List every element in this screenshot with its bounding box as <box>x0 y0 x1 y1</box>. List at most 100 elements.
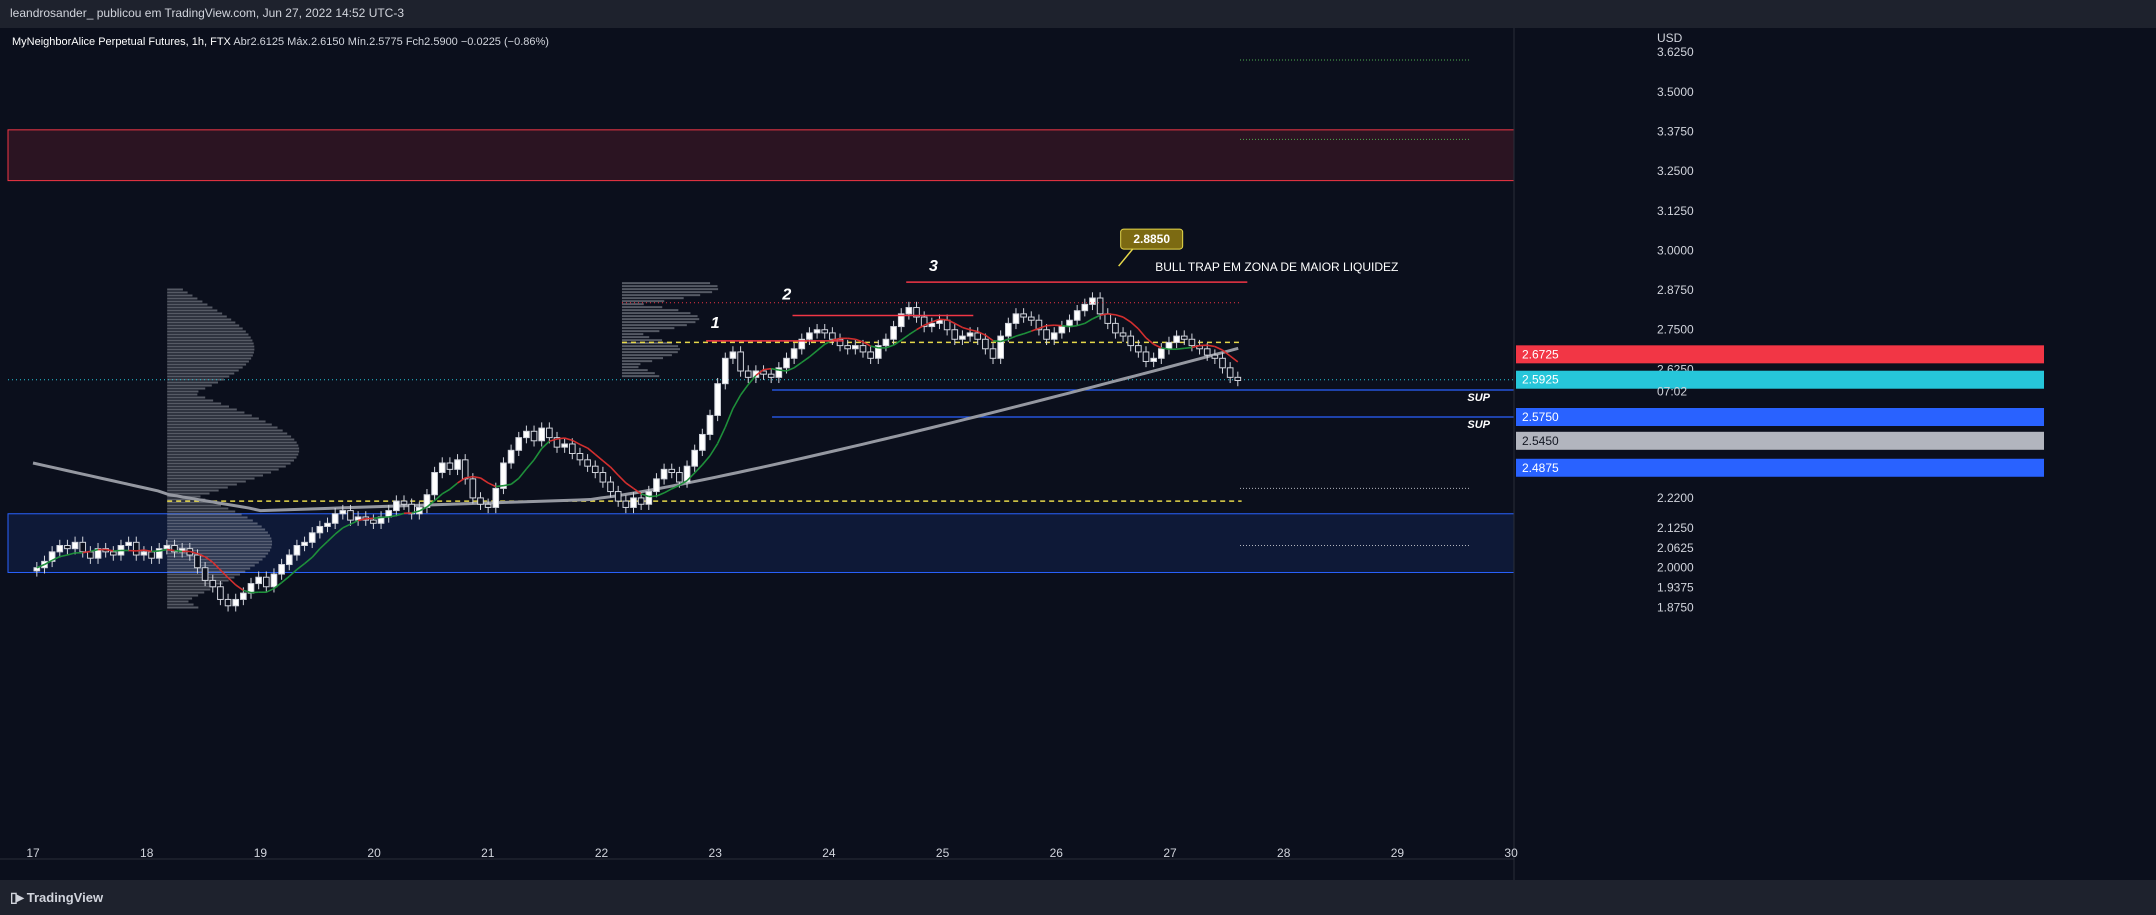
candle[interactable] <box>882 338 890 347</box>
candle[interactable] <box>546 427 553 439</box>
candle[interactable] <box>936 319 943 324</box>
candle[interactable] <box>64 545 71 550</box>
price-tag[interactable] <box>1516 345 2044 364</box>
candle[interactable] <box>706 414 714 435</box>
tradingview-logo[interactable]: ▯▸ TradingView <box>10 889 103 906</box>
candle[interactable] <box>829 332 836 340</box>
candle[interactable] <box>1043 329 1050 340</box>
candle[interactable] <box>775 367 783 378</box>
candle[interactable] <box>607 481 614 493</box>
candle[interactable] <box>194 554 201 569</box>
candle[interactable] <box>94 548 102 559</box>
candle[interactable] <box>1180 335 1188 340</box>
price-axis[interactable] <box>1514 28 2156 880</box>
candle[interactable] <box>1020 313 1027 318</box>
candle[interactable] <box>370 519 377 524</box>
candle[interactable] <box>438 462 446 474</box>
candle[interactable] <box>951 329 959 340</box>
candle[interactable] <box>943 319 951 331</box>
candle[interactable] <box>568 443 576 454</box>
candle[interactable] <box>966 332 974 337</box>
candle[interactable] <box>1081 303 1089 312</box>
candle[interactable] <box>270 573 278 588</box>
candle[interactable] <box>308 532 316 543</box>
candle[interactable] <box>1203 348 1211 356</box>
candle[interactable] <box>905 307 913 315</box>
candle[interactable] <box>982 338 989 350</box>
candle[interactable] <box>1219 357 1226 369</box>
candle[interactable] <box>836 338 844 347</box>
candle[interactable] <box>255 576 262 585</box>
candle[interactable] <box>767 373 775 378</box>
candle[interactable] <box>813 329 821 334</box>
candle[interactable] <box>247 583 255 594</box>
candle[interactable] <box>33 567 41 572</box>
candle[interactable] <box>974 332 982 340</box>
symbol-legend[interactable]: MyNeighborAlice Perpetual Futures, 1h, F… <box>12 36 549 48</box>
candle[interactable] <box>240 592 247 600</box>
candle[interactable] <box>446 462 454 470</box>
candle[interactable] <box>790 348 798 359</box>
candle[interactable] <box>293 545 301 556</box>
candle[interactable] <box>201 567 209 581</box>
candle[interactable] <box>56 545 64 553</box>
candle[interactable] <box>783 357 790 369</box>
candle[interactable] <box>599 472 607 483</box>
candle[interactable] <box>867 351 874 359</box>
candle[interactable] <box>584 459 591 467</box>
candle[interactable] <box>1226 367 1234 378</box>
candle[interactable] <box>477 497 484 505</box>
candle[interactable] <box>1112 322 1119 334</box>
price-tag[interactable] <box>1516 370 2044 389</box>
candle[interactable] <box>859 345 867 353</box>
candle[interactable] <box>339 510 347 515</box>
candle[interactable] <box>1211 354 1219 359</box>
candle[interactable] <box>469 478 477 499</box>
candle[interactable] <box>347 510 354 521</box>
candle[interactable] <box>683 465 691 483</box>
candle[interactable] <box>645 491 653 505</box>
candle[interactable] <box>224 598 232 607</box>
candle[interactable] <box>1142 351 1150 362</box>
candle[interactable] <box>523 430 530 439</box>
candle[interactable] <box>492 487 500 508</box>
candle[interactable] <box>614 491 622 502</box>
candle[interactable] <box>515 437 523 451</box>
candle[interactable] <box>668 468 676 474</box>
candle[interactable] <box>561 443 568 448</box>
candle[interactable] <box>1073 310 1081 321</box>
candle[interactable] <box>316 525 324 534</box>
candle[interactable] <box>553 437 561 448</box>
candle[interactable] <box>393 500 400 512</box>
candle[interactable] <box>209 579 217 588</box>
candle[interactable] <box>989 348 997 359</box>
candle[interactable] <box>408 503 415 515</box>
candle[interactable] <box>928 322 936 328</box>
candle[interactable] <box>217 586 224 600</box>
candle[interactable] <box>1027 316 1035 321</box>
candle[interactable] <box>1004 322 1012 337</box>
candle[interactable] <box>538 427 546 442</box>
candle[interactable] <box>576 452 584 461</box>
candle[interactable] <box>897 313 905 328</box>
candle[interactable] <box>744 370 752 378</box>
candle[interactable] <box>630 497 637 508</box>
candle[interactable] <box>461 459 469 480</box>
candle[interactable] <box>699 433 706 451</box>
candle[interactable] <box>507 449 515 464</box>
candle[interactable] <box>1150 357 1157 362</box>
candle[interactable] <box>637 497 645 505</box>
price-chart[interactable]: 161.80%(3.6000)100.00%(3.3250)100.00%(2.… <box>0 28 2156 880</box>
candle[interactable] <box>1188 338 1196 347</box>
candle[interactable] <box>920 316 928 328</box>
candle[interactable] <box>729 351 737 359</box>
candle[interactable] <box>844 345 852 350</box>
candle[interactable] <box>1173 335 1180 343</box>
candle[interactable] <box>676 472 683 483</box>
candle[interactable] <box>171 545 178 553</box>
candle[interactable] <box>653 478 660 493</box>
candle[interactable] <box>262 576 270 588</box>
candle[interactable] <box>1119 332 1127 337</box>
candle[interactable] <box>1058 326 1066 334</box>
resistance-zone[interactable] <box>7 129 1515 182</box>
